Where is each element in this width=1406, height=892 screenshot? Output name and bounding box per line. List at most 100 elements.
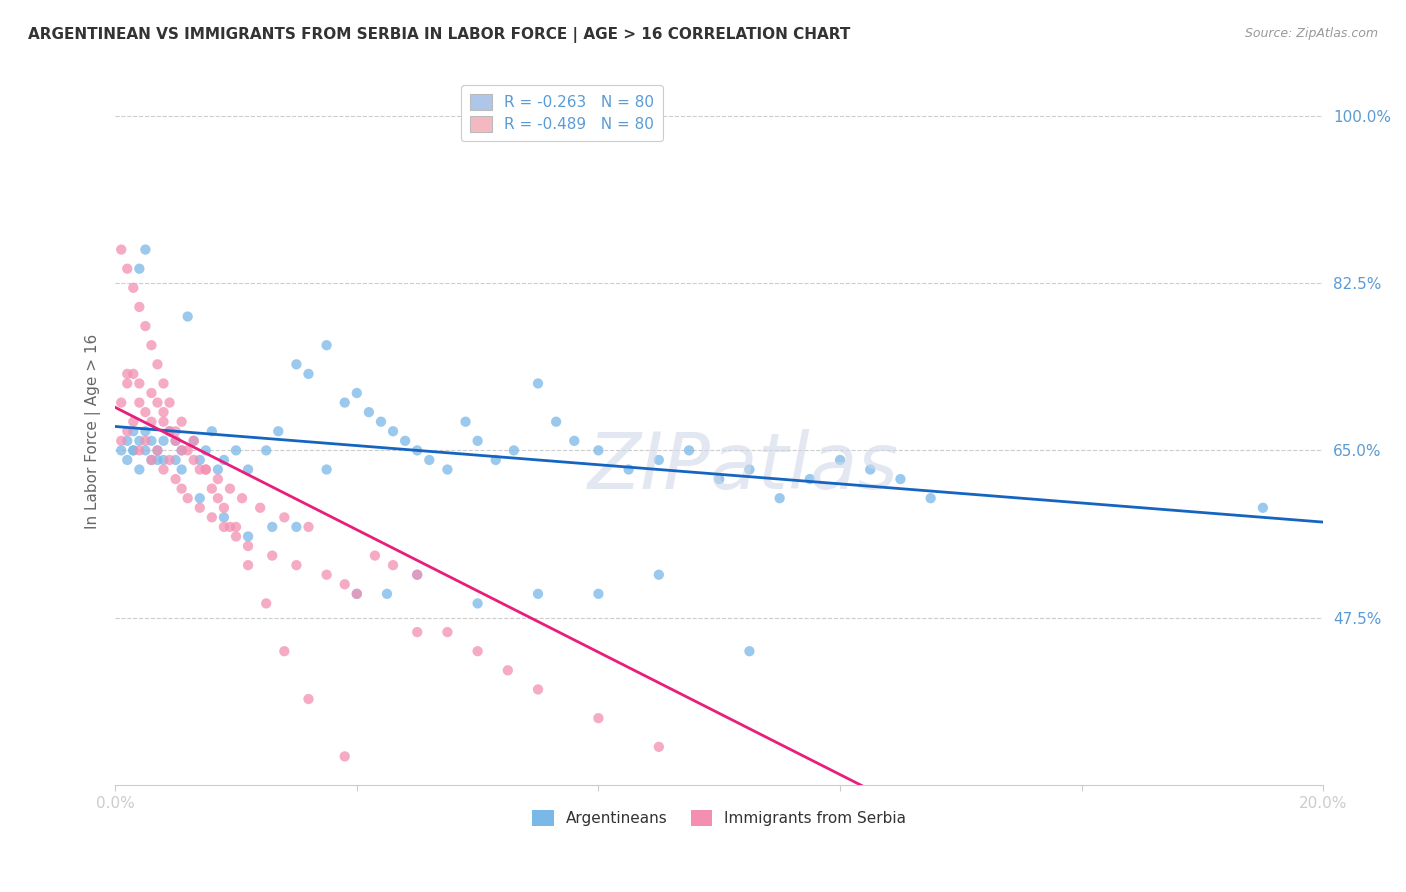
Point xyxy=(159,424,181,438)
Point xyxy=(562,434,585,448)
Point xyxy=(134,319,156,334)
Point xyxy=(165,453,187,467)
Point xyxy=(648,453,671,467)
Point xyxy=(648,739,671,754)
Point xyxy=(117,261,139,276)
Point xyxy=(315,338,337,352)
Point xyxy=(315,567,337,582)
Point xyxy=(141,453,163,467)
Point xyxy=(188,500,211,515)
Point xyxy=(859,462,882,476)
Point xyxy=(231,491,253,506)
Point xyxy=(588,587,610,601)
Point xyxy=(207,491,229,506)
Point xyxy=(236,539,259,553)
Point xyxy=(134,434,156,448)
Point xyxy=(146,357,169,371)
Point xyxy=(828,453,851,467)
Point xyxy=(201,510,224,524)
Point xyxy=(152,453,174,467)
Point xyxy=(183,434,205,448)
Point xyxy=(159,424,181,438)
Point xyxy=(467,644,489,658)
Point xyxy=(128,376,150,391)
Point xyxy=(212,510,235,524)
Point xyxy=(176,443,198,458)
Point xyxy=(364,549,387,563)
Point xyxy=(146,453,169,467)
Point xyxy=(110,395,132,409)
Point xyxy=(134,243,156,257)
Point xyxy=(141,338,163,352)
Point xyxy=(370,415,392,429)
Point xyxy=(134,443,156,458)
Point xyxy=(165,434,187,448)
Legend: Argentineans, Immigrants from Serbia: Argentineans, Immigrants from Serbia xyxy=(524,803,914,834)
Point xyxy=(297,367,319,381)
Point xyxy=(382,558,405,573)
Point xyxy=(207,462,229,476)
Point xyxy=(146,443,169,458)
Point xyxy=(183,434,205,448)
Point xyxy=(225,520,247,534)
Point xyxy=(406,567,429,582)
Point xyxy=(128,261,150,276)
Point xyxy=(122,424,145,438)
Point xyxy=(236,462,259,476)
Point xyxy=(165,434,187,448)
Point xyxy=(406,625,429,640)
Point xyxy=(212,453,235,467)
Point xyxy=(406,443,429,458)
Point xyxy=(502,443,524,458)
Point xyxy=(346,386,368,401)
Point xyxy=(738,644,761,658)
Point xyxy=(122,415,145,429)
Point xyxy=(152,405,174,419)
Text: ARGENTINEAN VS IMMIGRANTS FROM SERBIA IN LABOR FORCE | AGE > 16 CORRELATION CHAR: ARGENTINEAN VS IMMIGRANTS FROM SERBIA IN… xyxy=(28,27,851,43)
Point xyxy=(219,520,242,534)
Point xyxy=(128,434,150,448)
Point xyxy=(122,443,145,458)
Point xyxy=(527,376,550,391)
Point xyxy=(152,376,174,391)
Point xyxy=(117,367,139,381)
Point xyxy=(262,549,284,563)
Point xyxy=(467,596,489,610)
Point xyxy=(333,577,356,591)
Point xyxy=(152,415,174,429)
Point xyxy=(285,558,308,573)
Point xyxy=(152,462,174,476)
Point xyxy=(527,682,550,697)
Point xyxy=(165,424,187,438)
Point xyxy=(212,520,235,534)
Point xyxy=(527,587,550,601)
Point xyxy=(357,405,380,419)
Point xyxy=(128,443,150,458)
Point xyxy=(467,434,489,448)
Point xyxy=(146,395,169,409)
Point xyxy=(207,472,229,486)
Point xyxy=(110,443,132,458)
Point xyxy=(297,692,319,706)
Point xyxy=(188,453,211,467)
Point xyxy=(346,587,368,601)
Point xyxy=(225,443,247,458)
Point xyxy=(201,482,224,496)
Point xyxy=(315,462,337,476)
Point xyxy=(394,434,416,448)
Point xyxy=(236,529,259,543)
Point xyxy=(799,472,821,486)
Point xyxy=(117,424,139,438)
Point xyxy=(134,424,156,438)
Point xyxy=(285,520,308,534)
Point xyxy=(122,367,145,381)
Point xyxy=(236,558,259,573)
Point xyxy=(678,443,700,458)
Point xyxy=(406,567,429,582)
Point xyxy=(546,415,568,429)
Point xyxy=(769,491,792,506)
Point xyxy=(333,749,356,764)
Point xyxy=(454,415,477,429)
Point xyxy=(128,462,150,476)
Point xyxy=(176,310,198,324)
